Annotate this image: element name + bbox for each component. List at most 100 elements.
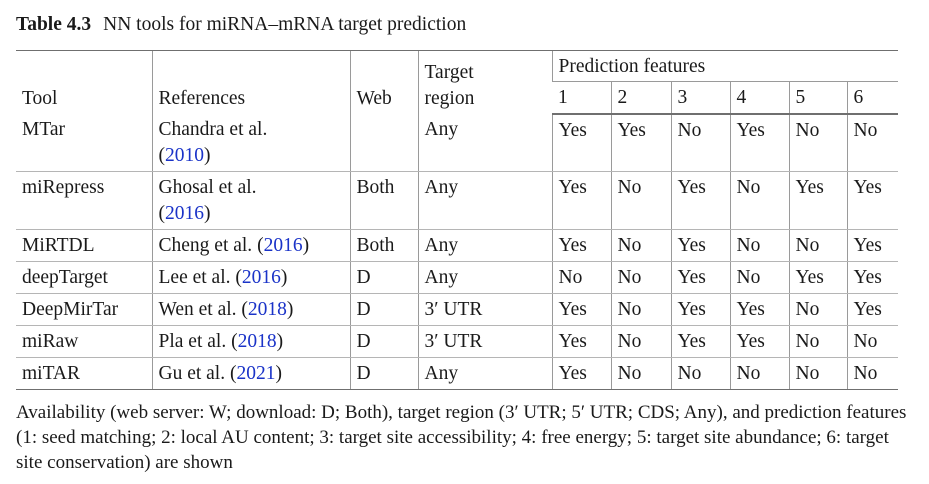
reference-year-link[interactable]: 2018 <box>237 331 277 352</box>
table-row: DeepMirTar Wen et al. (2018) D 3′ UTR Ye… <box>16 293 899 326</box>
header-target-region-line2: region <box>424 88 475 109</box>
tool-name: MTar <box>16 114 152 172</box>
table-footnote: Availability (web server: W; download: D… <box>16 402 907 473</box>
feature-value: No <box>729 357 789 390</box>
header-target-region: Target region <box>417 50 552 114</box>
reference: Pla et al. (2018) <box>151 325 350 358</box>
reference-authors: Chandra et al. <box>158 119 268 140</box>
header-references: References <box>151 50 350 114</box>
table-row: MiRTDL Cheng et al. (2016) Both Any Yes … <box>16 229 899 262</box>
tool-name: miRepress <box>16 171 152 230</box>
caption-label: Table 4.3 <box>16 14 92 35</box>
feature-value: No <box>610 325 671 358</box>
header-feature-number: 1 <box>552 81 611 115</box>
reference: Cheng et al. (2016) <box>151 229 350 262</box>
reference: Chandra et al. (2010) <box>151 114 350 172</box>
header-target-region-line1: Target <box>424 62 474 83</box>
web-availability: D <box>349 261 418 294</box>
web-availability: Both <box>349 229 418 262</box>
reference-year-link[interactable]: 2016 <box>241 267 281 288</box>
reference-authors: Pla et al. <box>158 331 227 352</box>
target-region: Any <box>417 357 552 390</box>
reference-year-link[interactable]: 2018 <box>247 299 287 320</box>
feature-value: No <box>670 357 730 390</box>
target-region: Any <box>417 171 552 230</box>
reference: Ghosal et al. (2016) <box>151 171 350 230</box>
header-feature-number: 3 <box>670 81 730 115</box>
feature-value: No <box>788 114 847 172</box>
header-feature-number: 5 <box>788 81 847 115</box>
web-availability: Both <box>349 171 418 230</box>
header-row-top: Tool References Web Target region Predic… <box>16 50 899 114</box>
feature-value: No <box>788 325 847 358</box>
feature-value: Yes <box>846 293 899 326</box>
table-row: miTAR Gu et al. (2021) D Any Yes No No N… <box>16 357 899 390</box>
reference: Lee et al. (2016) <box>151 261 350 294</box>
feature-value: No <box>788 293 847 326</box>
tool-name: miTAR <box>16 357 152 390</box>
tool-name: DeepMirTar <box>16 293 152 326</box>
header-feature-number: 2 <box>610 81 671 115</box>
feature-value: Yes <box>670 325 730 358</box>
feature-value: No <box>670 114 730 172</box>
reference: Wen et al. (2018) <box>151 293 350 326</box>
target-region: Any <box>417 229 552 262</box>
web-availability: D <box>349 293 418 326</box>
feature-value: Yes <box>729 325 789 358</box>
prediction-tools-table: Tool References Web Target region Predic… <box>16 50 899 390</box>
feature-value: Yes <box>551 171 611 230</box>
feature-value: Yes <box>788 261 847 294</box>
feature-value: Yes <box>551 229 611 262</box>
tool-name: miRaw <box>16 325 152 358</box>
feature-value: Yes <box>846 229 899 262</box>
table-caption: Table 4.3 NN tools for miRNA–mRNA target … <box>16 14 466 36</box>
tool-name: deepTarget <box>16 261 152 294</box>
feature-value: No <box>610 261 671 294</box>
web-availability: D <box>349 357 418 390</box>
header-tool: Tool <box>16 50 152 114</box>
target-region: Any <box>417 261 552 294</box>
header-prediction-features: Prediction features <box>551 50 899 82</box>
caption-title: NN tools for miRNA–mRNA target predictio… <box>103 14 467 35</box>
target-region: 3′ UTR <box>417 325 552 358</box>
feature-value: No <box>610 357 671 390</box>
reference-year-link[interactable]: 2016 <box>165 203 204 224</box>
header-web: Web <box>349 50 418 114</box>
feature-value: No <box>788 229 847 262</box>
reference-year-link[interactable]: 2016 <box>263 235 303 256</box>
feature-value: Yes <box>670 171 730 230</box>
reference-authors: Lee et al. <box>158 267 231 288</box>
header-feature-number: 6 <box>846 81 899 115</box>
feature-value: No <box>846 114 899 172</box>
feature-value: No <box>551 261 611 294</box>
feature-value: Yes <box>670 261 730 294</box>
feature-value: Yes <box>551 325 611 358</box>
feature-value: Yes <box>670 293 730 326</box>
feature-value: No <box>610 229 671 262</box>
feature-value: Yes <box>551 114 611 172</box>
reference-authors: Cheng et al. <box>158 235 253 256</box>
feature-value: Yes <box>610 114 671 172</box>
feature-value: No <box>846 357 899 390</box>
feature-value: Yes <box>846 171 899 230</box>
header-feature-number: 4 <box>729 81 789 115</box>
feature-value: No <box>610 171 671 230</box>
feature-value: Yes <box>551 357 611 390</box>
table-row: miRepress Ghosal et al. (2016) Both Any Y… <box>16 171 899 230</box>
reference-authors: Wen et al. <box>158 299 237 320</box>
reference: Gu et al. (2021) <box>151 357 350 390</box>
feature-value: Yes <box>670 229 730 262</box>
reference-year-link[interactable]: 2010 <box>165 145 204 166</box>
reference-year-link[interactable]: 2021 <box>236 363 276 384</box>
tool-name: MiRTDL <box>16 229 152 262</box>
reference-authors: Gu et al. <box>158 363 226 384</box>
reference-authors: Ghosal et al. <box>158 177 257 198</box>
feature-value: No <box>788 357 847 390</box>
target-region: 3′ UTR <box>417 293 552 326</box>
web-availability: D <box>349 325 418 358</box>
feature-value: No <box>729 229 789 262</box>
feature-value: No <box>846 325 899 358</box>
target-region: Any <box>417 114 552 172</box>
header-row-features: 1 2 3 4 5 6 <box>16 81 899 115</box>
